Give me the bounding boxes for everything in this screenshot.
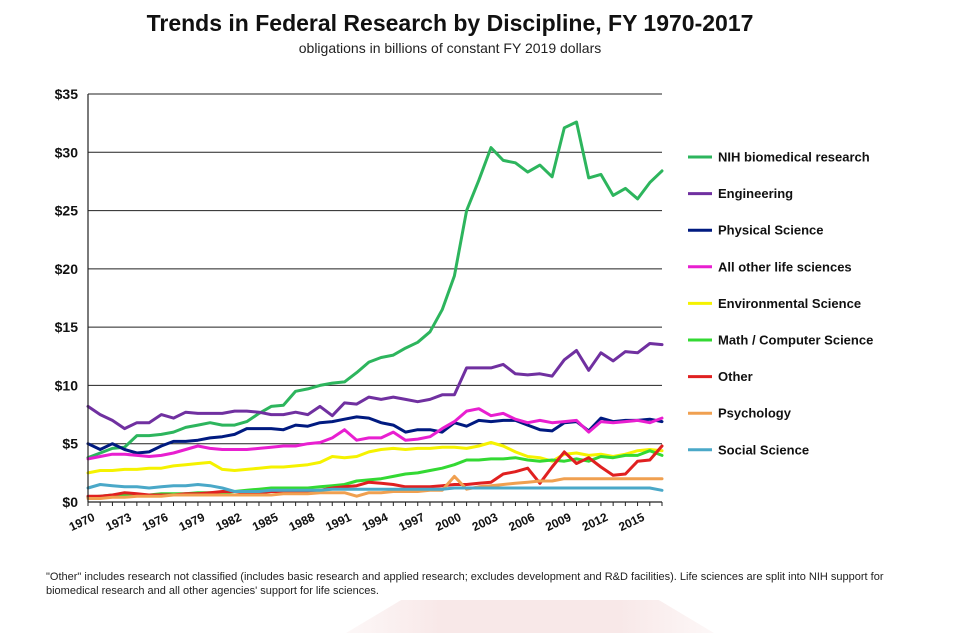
series-line xyxy=(86,415,664,455)
y-tick-label: $0 xyxy=(62,494,78,510)
x-tick-label: 1988 xyxy=(287,510,317,534)
legend-label: Engineering xyxy=(718,186,793,201)
x-tick-label: 2012 xyxy=(580,510,610,534)
y-tick-label: $25 xyxy=(55,203,79,219)
legend-label: Other xyxy=(718,369,753,384)
series-line xyxy=(86,407,664,461)
chart-title: Trends in Federal Research by Discipline… xyxy=(146,10,754,36)
y-tick-label: $35 xyxy=(55,86,79,102)
y-tick-label: $20 xyxy=(55,261,79,277)
x-tick-label: 1997 xyxy=(397,510,427,534)
series-line xyxy=(86,342,664,431)
y-tick-label: $15 xyxy=(55,319,79,335)
y-axis-ticks: $0 $5 $10 $15 $20 $25 $30 $35 xyxy=(55,86,79,510)
legend-label: Social Science xyxy=(718,442,809,457)
y-tick-label: $10 xyxy=(55,377,79,393)
legend-label: Psychology xyxy=(718,406,792,421)
chart-series xyxy=(86,120,664,500)
chart-axes xyxy=(87,94,663,506)
x-tick-label: 1982 xyxy=(213,510,243,534)
x-tick-label: 1976 xyxy=(140,510,170,534)
y-tick-label: $5 xyxy=(62,436,78,452)
series-line xyxy=(86,120,664,460)
x-tick-label: 2009 xyxy=(543,510,573,534)
x-tick-label: 1985 xyxy=(250,510,280,534)
series-line xyxy=(86,474,664,500)
x-axis-ticks: 1970 1973 1976 1979 1982 1985 1988 1991 1994 1997… xyxy=(67,510,647,534)
y-tick-label: $30 xyxy=(55,144,79,160)
x-tick-label: 2015 xyxy=(616,510,646,534)
series-line xyxy=(86,483,664,493)
x-tick-label: 2006 xyxy=(507,510,537,534)
legend-label: All other life sciences xyxy=(718,259,852,274)
x-tick-label: 1991 xyxy=(323,510,353,534)
x-tick-label: 1970 xyxy=(67,510,97,534)
x-tick-label: 2003 xyxy=(470,510,500,534)
legend-label: Physical Science xyxy=(718,223,824,238)
x-tick-label: 2000 xyxy=(433,510,463,534)
decorative-watermark-shape xyxy=(346,600,714,633)
legend-label: Environmental Science xyxy=(718,296,861,311)
legend-label: Math / Computer Science xyxy=(718,333,873,348)
x-tick-label: 1973 xyxy=(104,510,134,534)
x-tick-label: 1979 xyxy=(177,510,207,534)
chart-footnote: "Other" includes research not classified… xyxy=(46,571,884,597)
chart-gridlines xyxy=(88,93,662,445)
line-chart: $0$5$10$15$20$25$30$35 1970 1973 1976 1979 1… xyxy=(55,86,874,534)
chart-subtitle: obligations in billions of constant FY 2… xyxy=(298,40,602,56)
x-tick-label: 1994 xyxy=(360,510,390,534)
legend-label: NIH biomedical research xyxy=(718,150,870,165)
chart-legend: NIH biomedical research Engineering Physic… xyxy=(688,150,873,457)
